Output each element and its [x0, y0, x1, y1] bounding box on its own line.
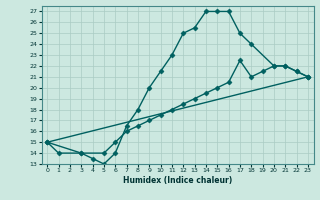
- X-axis label: Humidex (Indice chaleur): Humidex (Indice chaleur): [123, 176, 232, 185]
